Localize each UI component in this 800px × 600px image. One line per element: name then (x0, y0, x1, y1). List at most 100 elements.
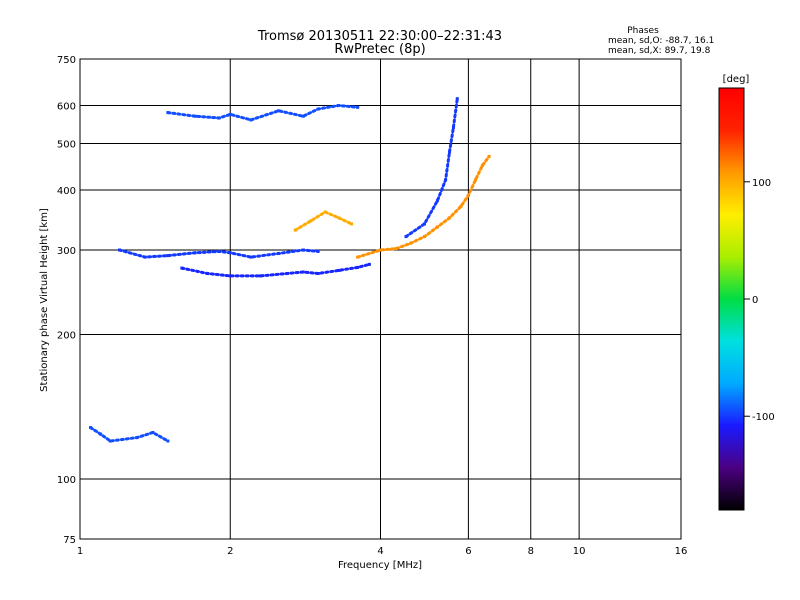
data-point (143, 255, 147, 259)
x-tick-label: 1 (77, 546, 83, 557)
data-point (448, 150, 452, 154)
trace-2 (180, 262, 371, 278)
data-point (480, 163, 484, 167)
data-point (166, 254, 170, 258)
data-point (435, 225, 439, 229)
data-point (379, 248, 382, 252)
x-axis-ticks: 1 2 4 6 8 10 16 (77, 546, 688, 557)
data-point (466, 193, 470, 197)
x-tick-label: 16 (675, 546, 688, 557)
data-point (151, 431, 155, 435)
data-point (193, 251, 197, 255)
x-axis-label: Frequency [MHz] (338, 560, 422, 571)
data-point (316, 249, 320, 253)
x-tick-label: 4 (377, 546, 383, 557)
colorbar (718, 87, 745, 511)
data-point (108, 439, 112, 443)
colorbar-tick-label: -100 (752, 412, 775, 423)
trace-3 (356, 154, 491, 259)
data-point (89, 426, 93, 430)
y-tick-label: 100 (57, 475, 76, 486)
chart-subtitle: RwPretec (8p) (334, 42, 425, 57)
colorbar-tick-label: 100 (752, 178, 771, 189)
y-tick-label: 500 (57, 140, 76, 151)
data-point (228, 112, 232, 116)
data-point (323, 210, 327, 214)
y-axis-label: Stationary phase Virtual Height [km] (39, 208, 50, 392)
data-point (180, 266, 184, 270)
data-point (301, 270, 305, 274)
phase-stats-x: mean, sd,X: 89.7, 19.8 (608, 46, 711, 56)
data-point (309, 219, 313, 223)
x-tick-label: 2 (227, 546, 233, 557)
data-point (316, 272, 320, 276)
colorbar-label: [deg] (723, 74, 750, 85)
data-point (166, 111, 170, 115)
data-point (337, 104, 341, 108)
data-point (356, 255, 360, 259)
trace-1 (118, 248, 320, 259)
data-point (293, 228, 297, 232)
x-tick-label: 10 (573, 546, 586, 557)
data-point (249, 118, 253, 122)
data-point (205, 272, 209, 276)
data-point (277, 252, 281, 256)
data-point (422, 222, 426, 226)
data-point (135, 436, 139, 440)
data-point (99, 432, 103, 436)
data-point (435, 199, 439, 203)
data-point (118, 248, 122, 252)
colorbar-tick-label: 0 (752, 295, 758, 306)
y-axis-ticks: 75 100 200 300 400 500 600 750 (57, 55, 76, 546)
trace-5 (293, 210, 354, 232)
trace-4 (404, 97, 459, 239)
data-point (316, 107, 320, 111)
data-point (356, 265, 360, 269)
y-tick-label: 300 (57, 246, 76, 257)
data-point (448, 216, 452, 220)
phase-stats-heading: Phases (627, 26, 659, 36)
data-point (285, 272, 289, 276)
data-point (217, 116, 221, 120)
data-point (409, 241, 413, 245)
data-point (394, 247, 398, 251)
x-tick-label: 8 (528, 546, 534, 557)
data-point (259, 274, 263, 278)
data-point (451, 125, 455, 129)
trace-0 (166, 103, 360, 122)
data-point (166, 439, 170, 443)
y-tick-label: 200 (57, 331, 76, 342)
y-tick-label: 750 (57, 55, 76, 66)
data-point (228, 251, 232, 255)
data-point (301, 248, 305, 252)
data-point (350, 222, 354, 226)
data-point (228, 274, 232, 278)
data-point (193, 114, 197, 118)
data-point (337, 216, 341, 220)
data-point (473, 178, 477, 182)
data-point (249, 255, 253, 259)
data-point (356, 105, 360, 109)
data-point (217, 249, 221, 253)
phase-stats-o: mean, sd,O: -88.7, 16.1 (608, 36, 714, 46)
y-tick-label: 600 (57, 102, 76, 113)
y-tick-label: 75 (63, 535, 76, 546)
data-point (444, 178, 448, 182)
colorbar-ticks: -100 0 100 (744, 178, 775, 423)
data-points (89, 97, 491, 443)
x-tick-label: 6 (465, 546, 471, 557)
data-point (301, 114, 305, 118)
grid-lines (80, 59, 681, 539)
chart-title: Tromsø 20130511 22:30:00–22:31:43 (257, 29, 502, 44)
data-point (277, 109, 281, 113)
data-point (422, 235, 426, 239)
plot-frame (79, 58, 682, 540)
data-point (487, 154, 491, 158)
y-tick-label: 400 (57, 186, 76, 197)
trace-6 (89, 426, 170, 443)
data-point (455, 97, 459, 101)
data-point (459, 204, 463, 208)
data-point (367, 262, 371, 266)
data-point (337, 268, 341, 272)
